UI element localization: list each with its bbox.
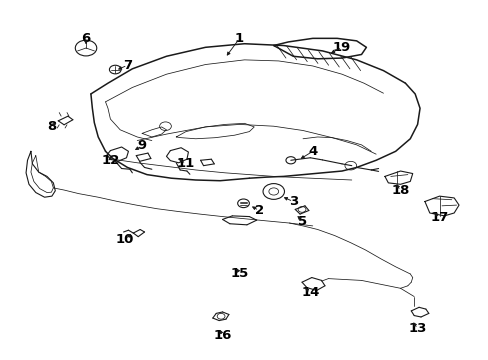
Text: 1: 1 xyxy=(235,32,244,45)
Text: 7: 7 xyxy=(122,59,132,72)
Text: 11: 11 xyxy=(177,157,195,170)
Text: 15: 15 xyxy=(230,267,248,280)
Text: 9: 9 xyxy=(137,139,146,152)
Text: 14: 14 xyxy=(301,287,319,300)
Text: 16: 16 xyxy=(213,329,231,342)
Text: 13: 13 xyxy=(407,322,426,335)
Text: 12: 12 xyxy=(101,154,119,167)
Text: 19: 19 xyxy=(332,41,350,54)
Text: 10: 10 xyxy=(116,233,134,246)
Text: 8: 8 xyxy=(47,120,57,133)
Text: 5: 5 xyxy=(298,215,307,228)
Text: 2: 2 xyxy=(254,204,263,217)
Text: 18: 18 xyxy=(390,184,409,197)
Text: 4: 4 xyxy=(307,145,317,158)
Text: 3: 3 xyxy=(288,195,297,208)
Text: 6: 6 xyxy=(81,32,90,45)
Text: 17: 17 xyxy=(429,211,448,224)
